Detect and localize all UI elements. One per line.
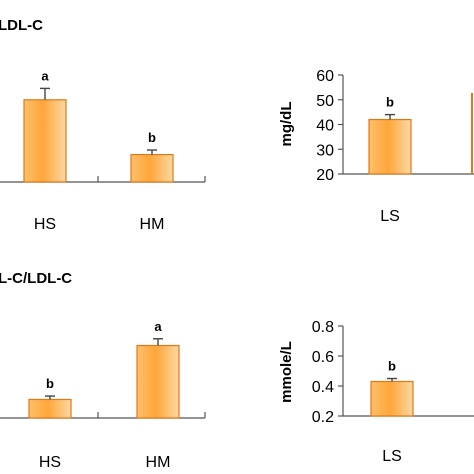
y-tick-label: 40 bbox=[316, 118, 334, 135]
y-tick-label: 60 bbox=[316, 68, 334, 85]
y-axis-label: mg/dL bbox=[278, 102, 295, 147]
bar-hm bbox=[136, 344, 180, 419]
significance-label: a bbox=[41, 68, 49, 83]
panel-mg-dl: mg/dL 20 30 40 50 60 b LS bbox=[278, 68, 474, 225]
y-tick-label: 0.6 bbox=[312, 349, 334, 366]
y-axis-label: mmole/L bbox=[278, 341, 295, 403]
significance-label: b bbox=[388, 359, 396, 374]
y-tick-label: 30 bbox=[316, 142, 334, 159]
significance-label: b bbox=[386, 95, 394, 110]
significance-label: b bbox=[148, 130, 156, 145]
significance-label: a bbox=[154, 319, 162, 334]
category-label: HM bbox=[146, 454, 171, 471]
category-label: LS bbox=[380, 208, 400, 225]
bar-hs bbox=[23, 99, 67, 183]
category-label: LS bbox=[382, 448, 402, 465]
y-tick-label: 50 bbox=[316, 93, 334, 110]
category-label: HS bbox=[39, 454, 61, 471]
y-tick-label: 0.4 bbox=[312, 379, 334, 396]
y-tick-label: 20 bbox=[316, 167, 334, 184]
category-label: HS bbox=[34, 216, 56, 233]
significance-label: b bbox=[46, 376, 54, 391]
panel-ratio: L-C/LDL-C b HS a HM bbox=[0, 270, 206, 471]
panel-title: L-C/LDL-C bbox=[0, 270, 72, 287]
y-tick-label: 0.8 bbox=[312, 319, 334, 336]
bar-hs bbox=[28, 398, 72, 419]
panel-mmole: mmole/L 0.2 0.4 0.6 0.8 b LS bbox=[278, 319, 474, 465]
bar-hm bbox=[130, 154, 174, 183]
panel-ldl-c: LDL-C a HS b HM bbox=[0, 17, 206, 233]
panel-title: LDL-C bbox=[0, 17, 43, 34]
bar-ls bbox=[368, 118, 412, 175]
y-tick-label: 0.2 bbox=[312, 409, 334, 426]
bar-ls bbox=[370, 380, 414, 417]
category-label: HM bbox=[140, 216, 165, 233]
